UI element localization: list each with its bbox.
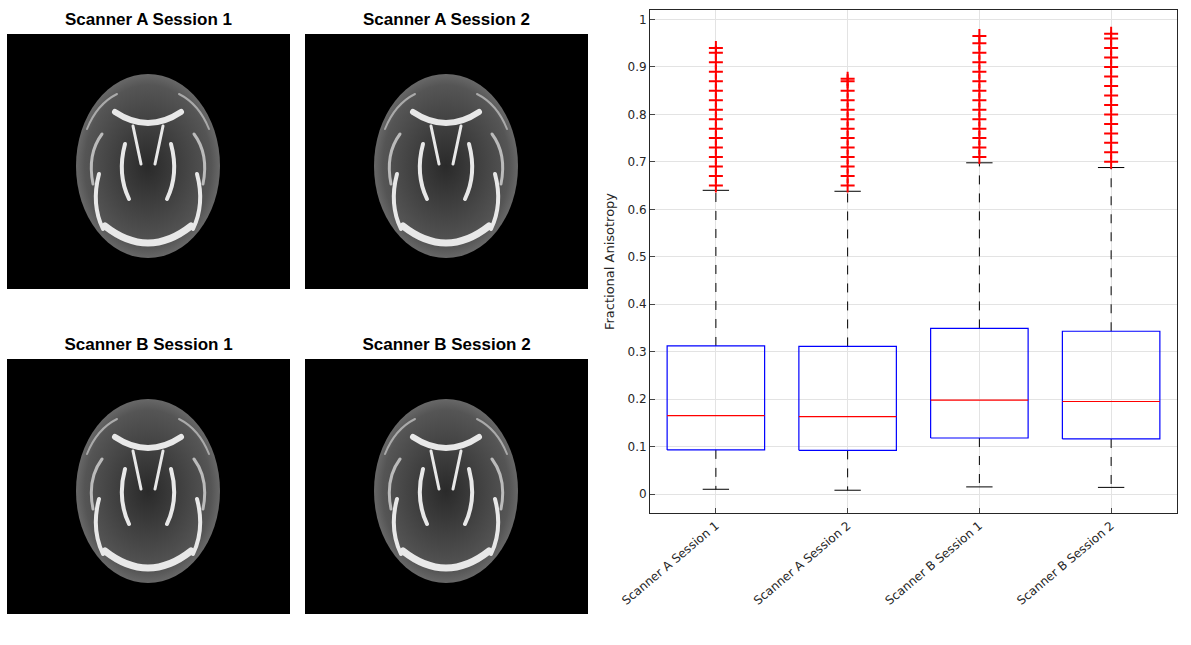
svg-text:0.5: 0.5 xyxy=(628,250,647,264)
svg-text:0.7: 0.7 xyxy=(628,155,647,169)
html-text:Scanner B Session 1: Scanner B Session 1 xyxy=(64,335,233,354)
svg-text:0.3: 0.3 xyxy=(628,345,647,359)
svg-text:Scanner B Session 2: Scanner B Session 2 xyxy=(1014,519,1117,608)
svg-text:0: 0 xyxy=(639,487,647,501)
svg-text:0.4: 0.4 xyxy=(628,297,647,311)
html-text:Scanner A Session 2: Scanner A Session 2 xyxy=(363,10,530,29)
svg-text:Scanner A Session 1: Scanner A Session 1 xyxy=(619,519,722,608)
html-text:Scanner B Session 2: Scanner B Session 2 xyxy=(362,335,531,354)
svg-text:Fractional Anisotropy: Fractional Anisotropy xyxy=(602,193,617,330)
svg-text:0.2: 0.2 xyxy=(628,392,647,406)
svg-text:0.9: 0.9 xyxy=(628,60,647,74)
svg-text:Scanner A Session 2: Scanner A Session 2 xyxy=(751,519,854,608)
svg-text:Scanner B Session 1: Scanner B Session 1 xyxy=(883,519,986,608)
svg-text:0.1: 0.1 xyxy=(628,440,647,454)
svg-text:0.8: 0.8 xyxy=(628,108,647,122)
svg-text:0.6: 0.6 xyxy=(628,203,647,217)
html-text:Scanner A Session 1: Scanner A Session 1 xyxy=(65,10,232,29)
svg-text:1: 1 xyxy=(639,13,647,27)
